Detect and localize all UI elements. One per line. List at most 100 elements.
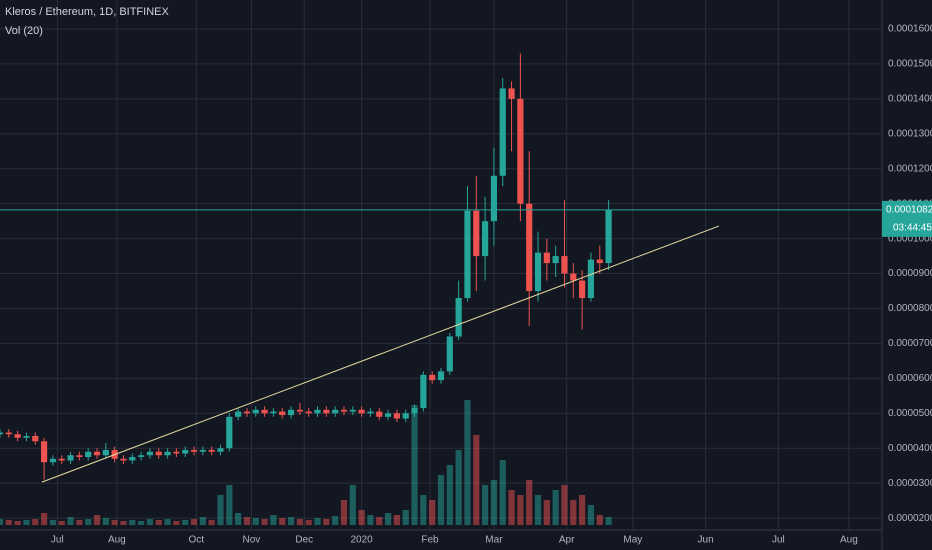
volume-bar: [67, 517, 74, 525]
candle-body: [596, 259, 603, 264]
candle-body: [93, 451, 101, 456]
candle-body: [376, 411, 383, 417]
candle-body: [499, 88, 506, 176]
volume-bar: [164, 519, 171, 525]
y-tick-label: 0.00003000: [888, 478, 932, 489]
candle-body: [14, 434, 21, 438]
volume-bar: [58, 521, 65, 525]
volume-bar: [314, 518, 321, 525]
candle-body: [411, 408, 418, 414]
candle-body: [208, 449, 215, 452]
candle-body: [0, 432, 4, 435]
x-tick-label: Aug: [108, 535, 126, 546]
volume-bar: [208, 520, 215, 525]
candle-body: [420, 374, 427, 409]
y-tick-label: 0.00002000: [888, 513, 932, 524]
candle-body: [67, 455, 74, 461]
candle-body: [437, 371, 445, 381]
y-tick-label: 0.00007000: [888, 338, 932, 349]
y-tick-label: 0.00008000: [888, 303, 932, 314]
candle-body: [129, 456, 136, 461]
volume-bar: [384, 513, 392, 525]
volume-bar: [393, 515, 400, 525]
y-tick-label: 0.00013000: [888, 128, 932, 139]
candle-body: [217, 448, 224, 452]
y-tick-label: 0.00010000: [888, 233, 932, 244]
candle-body: [102, 449, 109, 456]
volume-bar: [102, 518, 109, 525]
y-tick-label: 0.00015000: [888, 59, 932, 70]
volume-bar: [579, 495, 586, 525]
volume-bar: [402, 510, 409, 525]
volume-bar: [49, 520, 57, 525]
volume-bar: [243, 517, 251, 525]
x-tick-label: Feb: [421, 535, 439, 546]
candle-body: [579, 280, 586, 299]
volume-bar: [261, 519, 268, 525]
candle-body: [429, 374, 436, 381]
volume-bar: [429, 500, 436, 525]
candle-body: [296, 409, 303, 412]
volume-bar: [499, 460, 506, 525]
candle-body: [279, 411, 286, 416]
candle-body: [517, 98, 524, 204]
volume-bar: [120, 521, 127, 525]
candle-body: [5, 432, 12, 435]
candle-body: [402, 413, 409, 419]
candle-body: [41, 441, 48, 463]
candle-body: [473, 210, 480, 257]
candle-body: [323, 409, 330, 414]
volume-label: Vol (20): [5, 25, 43, 37]
candle-body: [173, 451, 180, 454]
y-tick-label: 0.00016000: [888, 24, 932, 35]
volume-bar: [155, 520, 162, 525]
overlay-layer: [0, 209, 882, 483]
candle-body: [32, 436, 39, 442]
volume-bar: [420, 495, 427, 525]
x-tick-label: Jul: [51, 535, 64, 546]
volume-bar: [279, 518, 286, 525]
candle-body: [270, 411, 277, 414]
countdown-label: 03:44:45: [893, 223, 932, 234]
y-tick-label: 0.00014000: [888, 94, 932, 105]
volume-bar: [41, 513, 48, 525]
volume-bar: [446, 465, 453, 525]
volume-bar: [129, 520, 136, 525]
volume-bar: [437, 475, 445, 525]
x-tick-label: Oct: [188, 535, 204, 546]
trendline: [41, 225, 720, 483]
candle-body: [58, 458, 65, 461]
volume-bar: [323, 519, 330, 525]
candle-body: [287, 409, 295, 416]
volume-bar: [226, 485, 233, 525]
x-tick-label: Apr: [559, 535, 575, 546]
volume-bar: [0, 519, 4, 525]
volume-bar: [76, 520, 83, 525]
candle-body: [340, 409, 348, 412]
volume-bar: [32, 519, 39, 525]
volume-bar: [138, 521, 145, 525]
volume-bar: [464, 400, 471, 525]
volume-bar: [358, 510, 365, 525]
volume-bar: [517, 495, 524, 525]
volume-bar: [534, 495, 542, 525]
grid: [0, 0, 882, 530]
volume-bar: [411, 405, 418, 525]
candle-body: [358, 409, 365, 414]
candle-body: [543, 252, 550, 264]
volume-bar: [543, 500, 550, 525]
candle-body: [332, 409, 339, 414]
candle-body: [605, 209, 612, 264]
y-tick-label: 0.00012000: [888, 163, 932, 174]
volume-bar: [23, 520, 30, 525]
y-tick-label: 0.00006000: [888, 373, 932, 384]
candle-body: [349, 409, 356, 412]
candle-body: [561, 256, 568, 274]
candle-body: [482, 221, 489, 257]
candle-body: [305, 411, 312, 414]
volume-bar: [14, 521, 21, 525]
x-tick-label: Jun: [698, 535, 714, 546]
volume-bar: [190, 519, 198, 525]
volume-bar: [473, 435, 480, 525]
candle-body: [146, 451, 154, 456]
